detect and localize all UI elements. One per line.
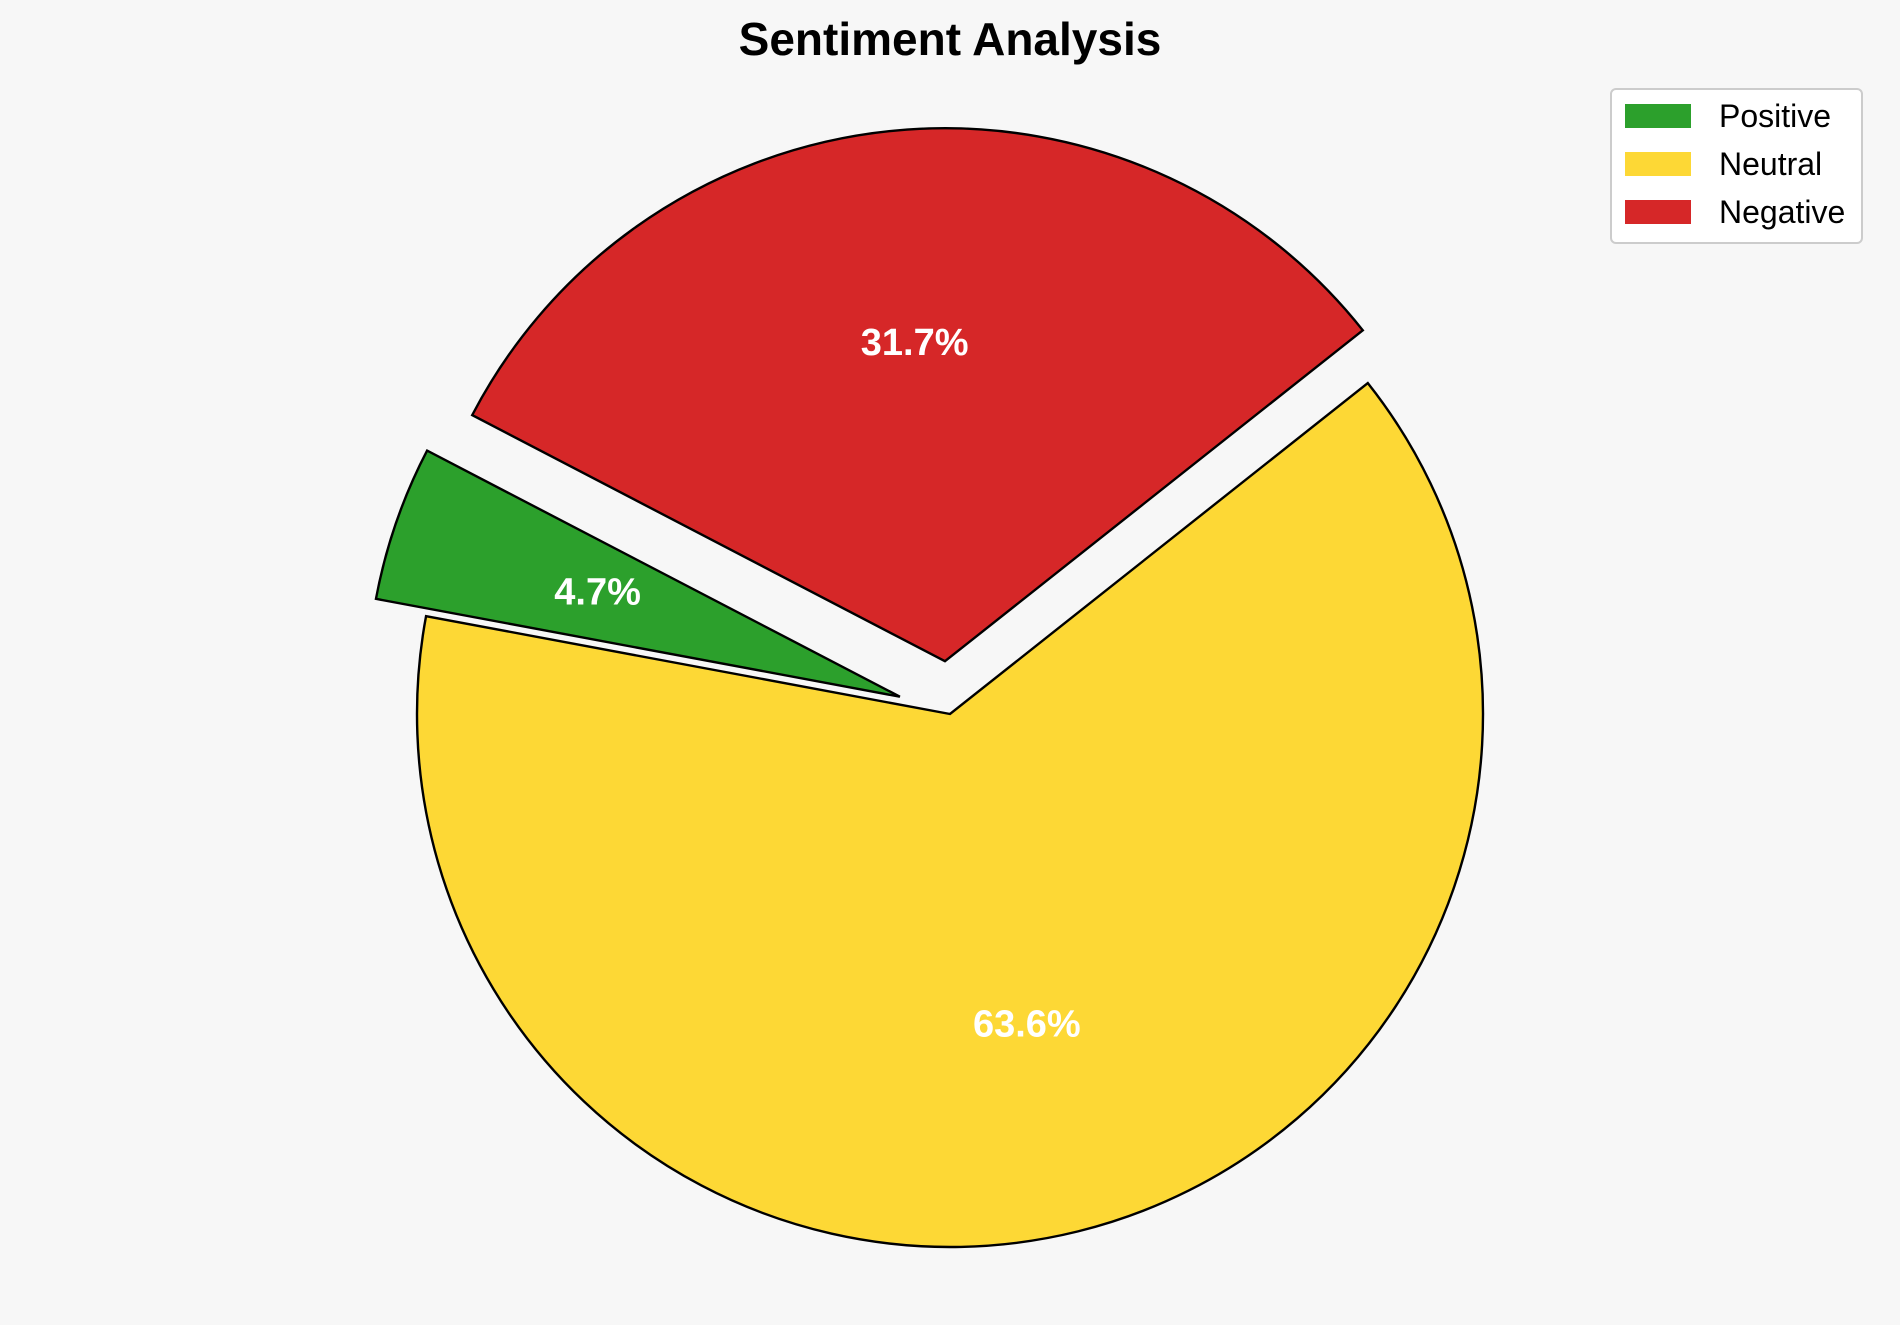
legend-swatch-positive: [1625, 104, 1691, 128]
legend-label-neutral: Neutral: [1719, 146, 1822, 182]
pie-label-neutral: 63.6%: [973, 1003, 1081, 1045]
legend-label-positive: Positive: [1719, 98, 1831, 134]
pie-slice-neutral: [415, 381, 1485, 1249]
chart-title: Sentiment Analysis: [739, 13, 1162, 65]
pie-labels: 4.7% 63.6% 31.7%: [554, 322, 1080, 1046]
legend-swatch-negative: [1625, 200, 1691, 224]
legend-swatch-neutral: [1625, 152, 1691, 176]
pie-label-negative: 31.7%: [861, 322, 969, 364]
legend: Positive Neutral Negative: [1610, 88, 1863, 244]
pie-slice-positive: [374, 448, 901, 698]
legend-label-negative: Negative: [1719, 194, 1845, 230]
pie: [374, 127, 1485, 1249]
pie-label-positive: 4.7%: [554, 571, 641, 613]
pie-slice-negative: [470, 127, 1365, 663]
